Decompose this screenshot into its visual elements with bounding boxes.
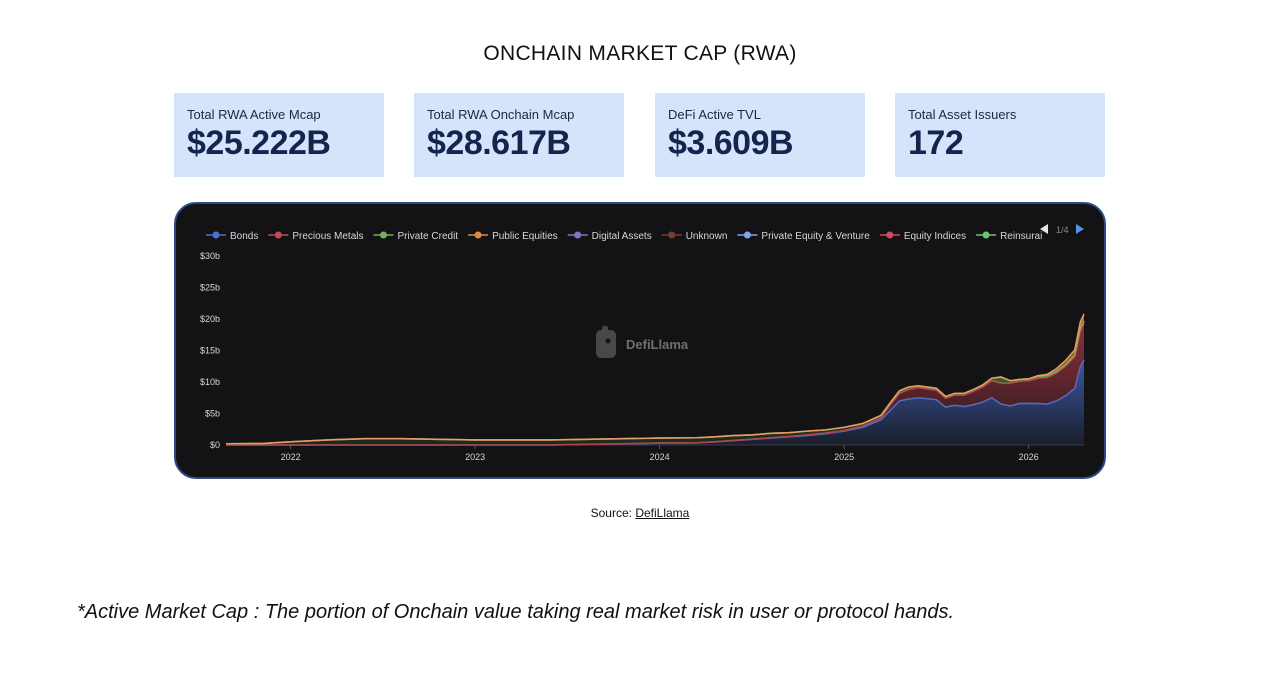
legend-label: Equity Indices xyxy=(904,231,966,242)
legend-item[interactable]: Public Equities xyxy=(468,231,558,242)
rwa-mcap-chart: Bonds Precious Metals Private Credit Public… xyxy=(200,224,1085,462)
y-tick-label: $30b xyxy=(200,251,220,261)
x-tick-label: 2022 xyxy=(281,452,301,462)
legend-item[interactable]: Reinsurai xyxy=(976,231,1042,242)
legend-marker xyxy=(380,231,387,239)
stat-card-value: 172 xyxy=(908,124,964,162)
legend-marker xyxy=(668,231,676,239)
legend-marker xyxy=(212,231,220,239)
legend-item[interactable]: Bonds xyxy=(206,231,258,242)
stat-card-onchain-mcap: Total RWA Onchain Mcap $28.617B xyxy=(414,93,624,177)
legend-item[interactable]: Private Equity & Venture xyxy=(737,231,870,242)
y-tick-label: $20b xyxy=(200,314,220,324)
watermark: DefiLlama xyxy=(596,326,689,358)
y-tick-label: $5b xyxy=(205,409,220,419)
legend-label: Reinsurai xyxy=(1000,231,1042,242)
legend-page-indicator: 1/4 xyxy=(1056,225,1069,235)
plot-area xyxy=(225,313,1085,446)
watermark-text: DefiLlama xyxy=(626,337,689,352)
legend-marker xyxy=(274,231,282,239)
source-prefix: Source: xyxy=(590,506,632,520)
legend-marker xyxy=(474,231,482,239)
legend-marker xyxy=(574,231,582,239)
footnote: *Active Market Cap : The portion of Onch… xyxy=(77,601,955,623)
legend-marker xyxy=(982,231,990,239)
y-tick-label: $10b xyxy=(200,377,220,387)
x-tick-label: 2026 xyxy=(1019,452,1039,462)
line-public-equities xyxy=(225,313,1085,445)
x-axis: 2022 2023 2024 2025 2026 xyxy=(226,444,1084,462)
x-tick-label: 2025 xyxy=(834,452,854,462)
total-outline xyxy=(225,313,1085,445)
stat-card-label: Total RWA Active Mcap xyxy=(187,107,321,122)
legend-label: Public Equities xyxy=(492,231,558,242)
legend-label: Digital Assets xyxy=(592,231,652,242)
defillama-logo-icon xyxy=(596,326,616,358)
stat-card-value: $25.222B xyxy=(187,124,331,162)
legend-item[interactable]: Precious Metals xyxy=(268,231,364,242)
legend-label: Bonds xyxy=(230,231,258,242)
legend-marker xyxy=(886,231,894,239)
y-tick-label: $25b xyxy=(200,283,220,293)
stat-card-value: $3.609B xyxy=(668,124,794,162)
area-bonds xyxy=(226,359,1084,445)
source-line: Source: DefiLlama xyxy=(0,506,1280,520)
x-tick-label: 2024 xyxy=(650,452,670,462)
chart-legend: Bonds Precious Metals Private Credit Public… xyxy=(206,231,1042,242)
y-tick-label: $0 xyxy=(210,440,220,450)
legend-pagination: 1/4 xyxy=(1040,224,1084,235)
legend-item[interactable]: Digital Assets xyxy=(567,231,652,242)
stat-card-value: $28.617B xyxy=(427,124,571,162)
legend-label: Private Credit xyxy=(398,231,459,242)
chart-panel: Bonds Precious Metals Private Credit Public… xyxy=(174,202,1106,479)
page-title: ONCHAIN MARKET CAP (RWA) xyxy=(483,42,797,65)
legend-next-icon[interactable] xyxy=(1076,224,1084,234)
stat-card-asset-issuers: Total Asset Issuers 172 xyxy=(895,93,1105,177)
legend-prev-icon[interactable] xyxy=(1040,224,1048,234)
stat-card-label: Total RWA Onchain Mcap xyxy=(427,107,575,122)
legend-label: Precious Metals xyxy=(292,231,363,242)
legend-item[interactable]: Unknown xyxy=(661,231,728,242)
legend-item[interactable]: Equity Indices xyxy=(879,231,966,242)
legend-label: Private Equity & Venture xyxy=(761,231,870,242)
stat-card-active-mcap: Total RWA Active Mcap $25.222B xyxy=(174,93,384,177)
legend-item[interactable]: Private Credit xyxy=(373,231,459,242)
source-link[interactable]: DefiLlama xyxy=(635,506,690,520)
stat-card-label: DeFi Active TVL xyxy=(668,107,761,122)
stat-card-defi-tvl: DeFi Active TVL $3.609B xyxy=(655,93,865,177)
legend-label: Unknown xyxy=(686,231,728,242)
stat-card-label: Total Asset Issuers xyxy=(908,107,1017,122)
y-tick-label: $15b xyxy=(200,346,220,356)
x-tick-label: 2023 xyxy=(465,452,485,462)
y-axis: $0 $5b $10b $15b $20b $25b $30b xyxy=(200,251,220,450)
legend-marker xyxy=(743,231,751,239)
